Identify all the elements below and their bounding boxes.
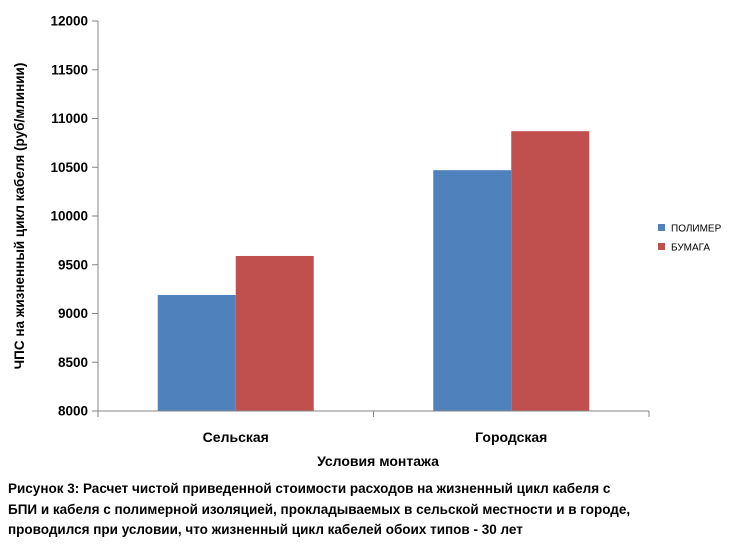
bar-paper xyxy=(235,255,314,411)
y-tick-label: 9000 xyxy=(58,306,88,321)
y-tick-label: 11500 xyxy=(51,62,88,77)
y-tick-label: 10000 xyxy=(50,209,88,224)
y-tick-label: 8500 xyxy=(58,355,88,370)
y-tick-label: 10500 xyxy=(50,160,88,175)
caption-line: Рисунок 3: Расчет чистой приведенной сто… xyxy=(8,481,611,496)
caption-line: БПИ и кабеля с полимерной изоляцией, про… xyxy=(8,501,631,517)
y-tick-label: 11000 xyxy=(51,111,88,126)
bar-polymer xyxy=(157,294,236,411)
y-axis-ticks: 8000 8500 9000 9500 10000 10500 11000 11500 1200… xyxy=(50,14,98,419)
x-axis-category-labels: Сельская Городская xyxy=(203,429,548,445)
figure-caption: Рисунок 3: Расчет чистой приведенной сто… xyxy=(8,479,733,541)
x-category-label: Сельская xyxy=(203,429,269,445)
legend-swatch xyxy=(658,243,665,250)
bar-polymer xyxy=(433,170,512,411)
legend-swatch xyxy=(658,224,665,231)
y-tick-label: 8000 xyxy=(58,404,88,419)
x-axis-title: Условия монтажа xyxy=(317,453,439,469)
legend-label: ПОЛИМЕР xyxy=(671,224,722,235)
caption-line: проводился при условии, что жизненный ци… xyxy=(8,522,523,537)
y-tick-label: 9500 xyxy=(58,257,88,272)
y-axis-title: ЧПС на жизненный цикл кабеля (руб/млинии… xyxy=(12,63,27,370)
axes xyxy=(97,21,650,417)
legend: ПОЛИМЕР БУМАГА xyxy=(658,224,722,254)
x-category-label: Городская xyxy=(475,429,547,445)
bar-chart: 8000 8500 9000 9500 10000 10500 11000 11500 1200… xyxy=(12,14,722,470)
bars xyxy=(157,131,590,412)
bar-paper xyxy=(511,131,590,412)
y-tick-label: 12000 xyxy=(50,14,88,29)
legend-label: БУМАГА xyxy=(671,243,710,254)
